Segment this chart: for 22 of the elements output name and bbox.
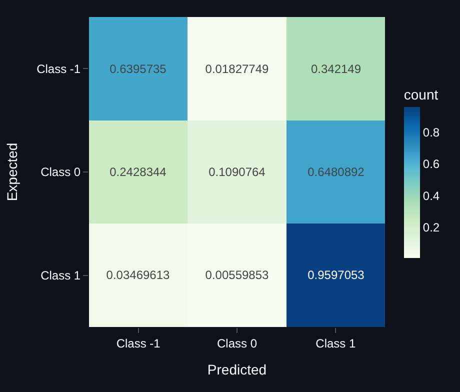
data-label: 0.342149 xyxy=(310,62,362,76)
x-tick-label: Class 0 xyxy=(216,336,258,350)
data-label: 0.6395735 xyxy=(110,62,167,76)
data-label: 0.01827749 xyxy=(205,62,270,76)
color-bar-label: 0.2 xyxy=(422,220,440,234)
x-tick-label: Class -1 xyxy=(116,336,161,350)
data-label: 0.1090764 xyxy=(208,165,266,180)
y-tick-label: Class -1 xyxy=(36,62,81,76)
y-tick-label: Class 1 xyxy=(40,268,81,283)
color-bar-label: 0.6 xyxy=(422,157,440,172)
data-label: 0.9597053 xyxy=(308,268,365,282)
y-axis-title: Expected xyxy=(4,142,20,202)
data-label: 0.6480892 xyxy=(308,165,365,180)
x-axis-title: Predicted xyxy=(207,362,267,378)
y-tick-label: Class 0 xyxy=(40,165,81,180)
data-label: 0.00559853 xyxy=(205,268,270,282)
data-label: 0.03469613 xyxy=(106,268,170,282)
color-bar-title: count xyxy=(404,86,438,102)
data-label: 0.2428344 xyxy=(110,165,167,180)
color-bar-label: 0.8 xyxy=(422,125,440,140)
x-tick-label: Class 1 xyxy=(316,336,356,350)
color-bar-label: 0.4 xyxy=(422,188,440,203)
